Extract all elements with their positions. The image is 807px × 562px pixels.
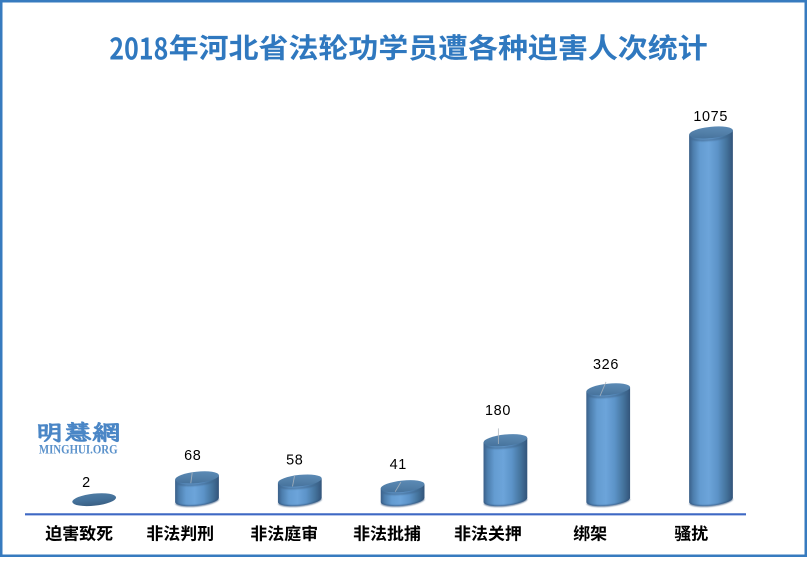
svg-text:MINGHUI.ORG: MINGHUI.ORG (39, 443, 118, 457)
svg-text:68: 68 (184, 448, 201, 464)
svg-text:1075: 1075 (693, 109, 728, 125)
svg-text:2: 2 (82, 475, 91, 491)
svg-text:41: 41 (390, 457, 407, 473)
svg-text:58: 58 (286, 453, 303, 469)
svg-text:326: 326 (593, 357, 619, 373)
svg-text:180: 180 (485, 403, 511, 419)
